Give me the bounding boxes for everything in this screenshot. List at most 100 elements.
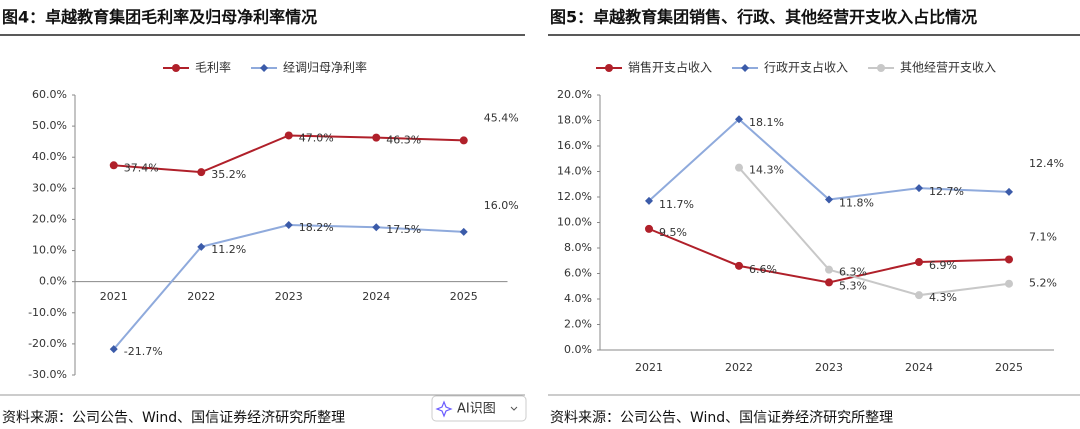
data-label: 6.6% [749,263,777,276]
y-tick-label: 10.0% [32,244,67,257]
marker [284,131,293,140]
y-tick-label: 30.0% [32,181,67,194]
marker [372,223,381,232]
data-label: 6.3% [839,266,867,279]
y-tick-label: 50.0% [32,119,67,132]
ai-button[interactable]: AI识图 [431,395,527,422]
marker [459,136,468,145]
data-label: 17.5% [386,223,421,236]
data-label: 12.4% [1029,157,1064,170]
y-tick-label: 18.0% [557,114,592,127]
y-tick-label: 60.0% [32,88,67,101]
y-tick-label: 40.0% [32,150,67,163]
ai-button-label[interactable]: AI识图 [457,402,496,417]
marker [645,196,653,205]
marker [197,242,206,251]
data-label: 47.0% [299,131,334,144]
y-tick-label: 20.0% [32,212,67,225]
y-tick-label: 10.0% [557,216,592,229]
y-tick-label: 4.0% [564,292,592,305]
marker [109,345,118,354]
data-label: 7.1% [1029,230,1057,243]
marker [1005,187,1013,196]
marker [825,195,833,204]
data-label: -21.7% [124,345,163,358]
marker [645,224,653,233]
data-label: 9.5% [659,226,687,239]
data-label: 11.8% [839,197,874,210]
legend-label: 经调归母净利率 [283,60,367,75]
y-tick-label: 14.0% [557,165,592,178]
x-tick-label: 2021 [100,290,128,303]
marker [735,261,743,270]
marker [605,64,613,72]
marker [1005,279,1013,288]
data-label: 5.2% [1029,277,1057,290]
marker [877,64,886,72]
y-tick-label: 0.0% [564,343,592,356]
y-tick-label: 16.0% [557,139,592,152]
y-tick-label: -20.0% [28,337,67,350]
x-tick-label: 2025 [995,361,1023,374]
series-line [738,167,1010,297]
data-label: 6.9% [929,259,957,272]
marker [260,64,269,72]
marker [284,221,293,230]
marker [197,168,206,177]
marker [735,115,743,124]
x-tick-label: 2025 [450,290,478,303]
ai-button-frame[interactable] [431,395,527,422]
x-tick-label: 2024 [905,361,933,374]
y-tick-label: 0.0% [39,275,67,288]
marker [459,227,468,236]
chart-title: 图4：卓越教育集团毛利率及归母净利率情况 [2,8,317,27]
x-tick-label: 2023 [815,361,843,374]
data-label: 11.2% [211,243,246,256]
chart-title: 图5：卓越教育集团销售、行政、其他经营开支收入占比情况 [550,8,977,27]
x-tick-label: 2023 [275,290,303,303]
marker [372,133,381,142]
marker [1005,255,1013,264]
data-label: 5.3% [839,279,867,292]
source: 资料来源：公司公告、Wind、国信证券经济研究所整理 [2,410,345,426]
x-tick-label: 2024 [362,290,390,303]
x-tick-label: 2022 [187,290,215,303]
marker [915,291,923,300]
data-label: 14.3% [749,164,784,177]
y-tick-label: 8.0% [564,241,592,254]
x-tick-label: 2022 [725,361,753,374]
y-tick-label: -10.0% [28,306,67,319]
y-tick-label: 6.0% [564,267,592,280]
data-label: 12.7% [929,185,964,198]
data-label: 35.2% [211,168,246,181]
data-label: 18.2% [299,221,334,234]
marker [741,64,750,72]
source: 资料来源：公司公告、Wind、国信证券经济研究所整理 [550,410,893,426]
data-label: 11.7% [659,198,694,211]
y-tick-label: 2.0% [564,318,592,331]
x-tick-label: 2021 [635,361,663,374]
dropdown-arrow [510,406,518,411]
data-label: 37.4% [124,161,159,174]
data-label: 45.4% [484,111,519,124]
marker [915,184,923,193]
data-label: 18.1% [749,116,784,129]
legend-label: 行政开支占收入 [764,60,848,75]
marker [172,64,180,72]
marker [735,163,743,172]
legend-label: 销售开支占收入 [628,60,712,75]
y-tick-label: 12.0% [557,190,592,203]
series-line [648,227,1010,284]
marker [825,278,833,287]
marker [109,161,118,170]
data-label: 46.3% [386,134,421,147]
series-line [112,224,464,350]
y-tick-label: 20.0% [557,88,592,101]
y-tick-label: -30.0% [28,368,67,381]
ai-icon [435,400,453,418]
data-label: 4.3% [929,291,957,304]
legend-label: 毛利率 [195,60,231,75]
legend-label: 其他经营开支收入 [900,61,996,75]
marker [915,258,923,267]
